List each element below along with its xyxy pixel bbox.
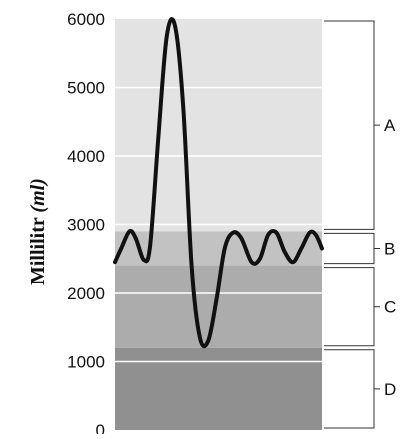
band-a [115,19,322,232]
bracket-label-c: C [384,298,396,317]
curve-layer [113,17,324,349]
bracket-label-d: D [384,380,396,399]
bracket-a [324,20,380,230]
y-tick-label: 1000 [67,353,105,372]
y-axis-label: Millilitr (ml) [27,178,49,285]
band-d [115,347,322,430]
y-tick-label: 3000 [67,216,105,235]
y-tick-label: 2000 [67,284,105,303]
bracket-c [324,267,380,347]
bracket-d [324,349,380,429]
y-tick-label: 6000 [67,10,105,29]
bracket-label-b: B [384,239,395,258]
bracket-b [324,232,380,265]
bracket-layer: A B C D [324,20,396,429]
y-tick-label: 4000 [67,147,105,166]
y-tick-labels: 0 1000 2000 3000 4000 5000 6000 [67,10,105,439]
volume-curve [113,17,324,349]
bracket-label-a: A [384,116,396,135]
y-tick-label: 5000 [67,79,105,98]
y-tick-label: 0 [96,421,105,434]
